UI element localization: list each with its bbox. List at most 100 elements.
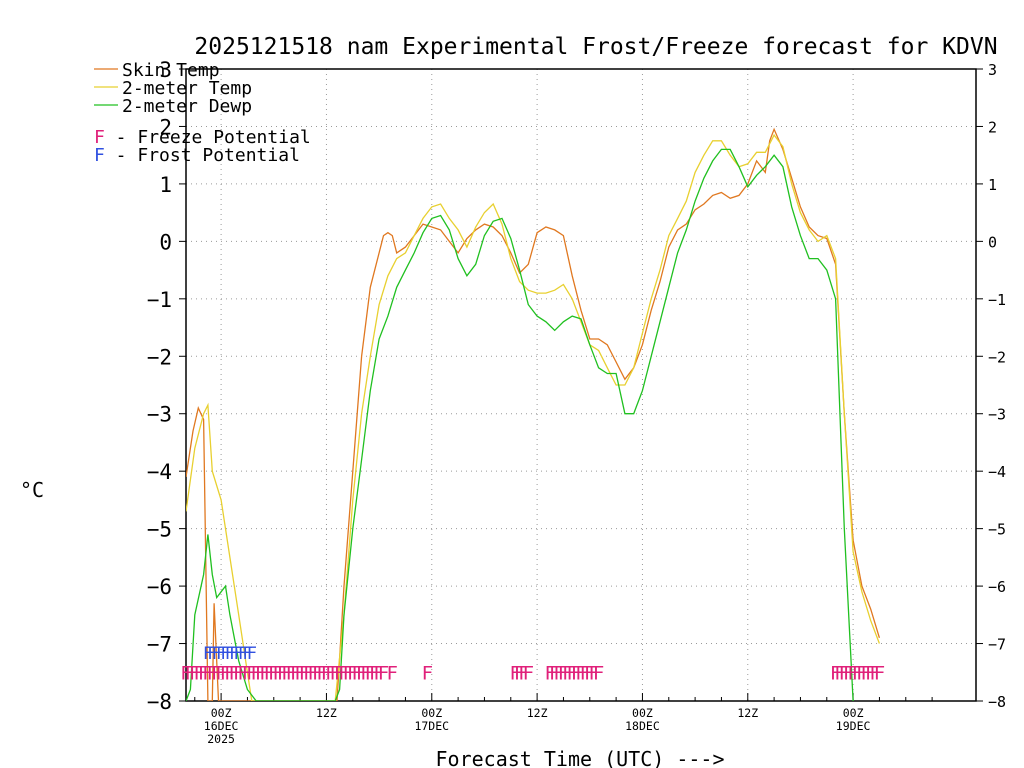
- freeze-marker: F: [852, 662, 863, 684]
- freeze-marker: F: [229, 662, 240, 684]
- freeze-marker: F: [843, 662, 854, 684]
- freeze-marker: F: [329, 662, 340, 684]
- freeze-marker: F: [334, 662, 345, 684]
- frost-marker: F: [238, 644, 248, 664]
- legend-label: 2-meter Temp: [122, 78, 252, 99]
- x-tick-label: 00Z: [211, 706, 232, 720]
- freeze-marker: F: [523, 662, 534, 684]
- y-tick-label-right: 1: [988, 176, 997, 194]
- freeze-marker: F: [259, 662, 270, 684]
- freeze-marker: F: [268, 662, 279, 684]
- freeze-marker: F: [518, 662, 529, 684]
- freeze-marker: F: [830, 662, 841, 684]
- y-tick-label-right: −8: [988, 693, 1006, 711]
- y-tick-label-left: 2: [159, 115, 172, 139]
- x-tick-label: 12Z: [316, 706, 337, 720]
- freeze-marker: F: [584, 662, 595, 684]
- series-line-2-meter-temp: [186, 133, 881, 701]
- series-line-skin-temp: [186, 127, 881, 701]
- y-tick-label-right: −2: [988, 348, 1006, 366]
- x-tick-label: 12Z: [527, 706, 548, 720]
- x-tick-label: 00Z: [421, 706, 442, 720]
- freeze-marker: F: [558, 662, 569, 684]
- freeze-marker: F: [514, 662, 525, 684]
- legend-label: Skin Temp: [122, 60, 220, 81]
- y-tick-label-right: 0: [988, 233, 997, 251]
- series-line-2-meter-dewp: [186, 148, 854, 701]
- freeze-marker: F: [422, 662, 433, 684]
- freeze-marker: F: [856, 662, 867, 684]
- freeze-marker: F: [207, 662, 218, 684]
- y-tick-label-right: −7: [988, 636, 1006, 654]
- freeze-marker: F: [356, 662, 367, 684]
- freeze-marker: F: [237, 662, 248, 684]
- x-tick-label: 19DEC: [836, 719, 871, 733]
- series-group: [186, 127, 881, 701]
- y-tick-label-left: −4: [147, 460, 172, 484]
- freeze-marker: F: [286, 662, 297, 684]
- freeze-marker: F: [847, 662, 858, 684]
- freeze-marker: F: [272, 662, 283, 684]
- freeze-marker: F: [189, 662, 200, 684]
- freeze-marker: F: [575, 662, 586, 684]
- x-tick-label: 18DEC: [625, 719, 660, 733]
- freeze-marker: F: [290, 662, 301, 684]
- y-axis-label: °C: [20, 478, 44, 502]
- y-axis-right: 3 2 1 0 −1 −2 −3 −4 −5 −6 −7 −8: [976, 61, 1006, 711]
- freeze-marker: F: [865, 662, 876, 684]
- legend-label: 2-meter Dewp: [122, 96, 252, 117]
- y-tick-label-right: −1: [988, 291, 1006, 309]
- freeze-marker: F: [834, 662, 845, 684]
- x-tick-label: 00Z: [843, 706, 864, 720]
- y-tick-label-right: 3: [988, 61, 997, 79]
- y-tick-label-left: −5: [147, 518, 172, 542]
- freeze-potential-legend: F - Freeze Potential: [94, 127, 311, 148]
- frost-marker: F: [229, 644, 239, 664]
- freeze-marker: F: [369, 662, 380, 684]
- freeze-marker: F: [299, 662, 310, 684]
- freeze-marker: F: [580, 662, 591, 684]
- freeze-marker: F: [193, 662, 204, 684]
- x-axis-label: Forecast Time (UTC) --->: [436, 747, 725, 768]
- freeze-marker: F: [874, 662, 885, 684]
- freeze-marker: F: [553, 662, 564, 684]
- freeze-marker: F: [566, 662, 577, 684]
- freeze-marker: F: [316, 662, 327, 684]
- freeze-marker: F: [839, 662, 850, 684]
- freeze-marker: F: [343, 662, 354, 684]
- freeze-marker: F: [281, 662, 292, 684]
- freeze-marker: F: [325, 662, 336, 684]
- freeze-marker: F: [588, 662, 599, 684]
- freeze-marker: F: [242, 662, 253, 684]
- freeze-marker: F: [180, 662, 191, 684]
- freeze-marker: F: [387, 662, 398, 684]
- freeze-marker: F: [360, 662, 371, 684]
- freeze-marker: F: [255, 662, 266, 684]
- marker-group: FFFFFFFFFFFFFFFFFFFFFFFFFFFFFFFFFFFFFFFF…: [180, 644, 885, 684]
- x-tick-label: 12Z: [737, 706, 758, 720]
- frost-marker: F: [212, 644, 222, 664]
- chart-title: 2025121518 nam Experimental Frost/Freeze…: [194, 34, 997, 60]
- freeze-marker: F: [861, 662, 872, 684]
- x-tick-label: 17DEC: [414, 719, 449, 733]
- grid: [186, 69, 976, 701]
- freeze-marker: F: [593, 662, 604, 684]
- freeze-marker: F: [220, 662, 231, 684]
- freeze-marker: F: [246, 662, 257, 684]
- freeze-marker: F: [198, 662, 209, 684]
- freeze-marker: F: [378, 662, 389, 684]
- frost-marker: F: [225, 644, 235, 664]
- y-tick-label-left: −2: [147, 345, 172, 369]
- freeze-marker: F: [224, 662, 235, 684]
- y-tick-label-left: 0: [159, 230, 172, 254]
- freeze-marker: F: [545, 662, 556, 684]
- frost-marker: F: [207, 644, 217, 664]
- freeze-marker: F: [312, 662, 323, 684]
- freeze-marker: F: [185, 662, 196, 684]
- y-tick-label-right: −5: [988, 521, 1006, 539]
- freeze-marker: F: [277, 662, 288, 684]
- y-tick-label-left: −8: [147, 690, 172, 714]
